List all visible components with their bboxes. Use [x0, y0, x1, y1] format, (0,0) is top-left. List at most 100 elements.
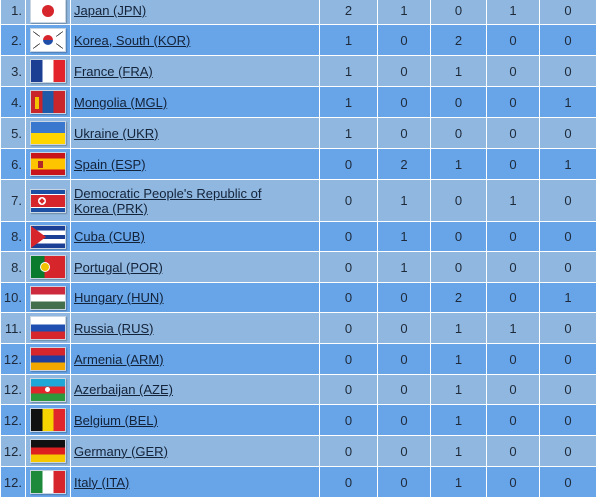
country-cell: Italy (ITA): [71, 467, 320, 498]
country-cell: Armenia (ARM): [71, 344, 320, 375]
portugal-flag-icon: [30, 255, 66, 279]
flag-cell: [26, 467, 71, 498]
country-cell: Portugal (POR): [71, 252, 320, 283]
count-cell: 0: [378, 118, 431, 149]
count-cell: 0: [540, 0, 596, 25]
count-cell: 0: [487, 25, 540, 56]
count-cell: 1: [320, 25, 378, 56]
country-link-por[interactable]: Portugal (POR): [74, 260, 163, 275]
count-cell: 0: [487, 149, 540, 180]
flag-cell: [26, 149, 71, 180]
table-row: 5. Ukraine (UKR) 1 0 0 0 0: [1, 118, 596, 149]
rank-cell: 12.: [1, 436, 26, 467]
count-cell: 0: [378, 344, 431, 375]
hungary-flag-icon: [30, 286, 66, 310]
cuba-flag-icon: [30, 225, 66, 249]
count-cell: 1: [431, 344, 487, 375]
spain-flag-icon: [30, 152, 66, 176]
count-cell: 0: [540, 25, 596, 56]
count-cell: 0: [378, 56, 431, 87]
country-link-prk[interactable]: Democratic People's Republic of Korea (P…: [74, 186, 296, 216]
rank-cell: 8.: [1, 222, 26, 252]
country-link-ger[interactable]: Germany (GER): [74, 444, 168, 459]
count-cell: 1: [431, 436, 487, 467]
count-cell: 0: [320, 313, 378, 344]
count-cell: 1: [431, 56, 487, 87]
count-cell: 0: [431, 252, 487, 283]
count-cell: 0: [487, 222, 540, 252]
country-link-arm[interactable]: Armenia (ARM): [74, 352, 164, 367]
count-cell: 0: [320, 344, 378, 375]
count-cell: 0: [320, 405, 378, 436]
count-cell: 0: [320, 252, 378, 283]
count-cell: 0: [320, 222, 378, 252]
count-cell: 0: [540, 313, 596, 344]
rank-cell: 7.: [1, 180, 26, 222]
count-cell: 0: [540, 436, 596, 467]
country-link-fra[interactable]: France (FRA): [74, 64, 153, 79]
flag-cell: [26, 344, 71, 375]
country-cell: Germany (GER): [71, 436, 320, 467]
country-cell: France (FRA): [71, 56, 320, 87]
france-flag-icon: [30, 59, 66, 83]
country-cell: Azerbaijan (AZE): [71, 375, 320, 405]
count-cell: 0: [540, 467, 596, 498]
count-cell: 2: [378, 149, 431, 180]
italy-flag-icon: [30, 470, 66, 494]
country-link-jpn[interactable]: Japan (JPN): [74, 3, 146, 18]
count-cell: 1: [431, 313, 487, 344]
count-cell: 1: [540, 87, 596, 118]
count-cell: 0: [487, 467, 540, 498]
country-cell: Russia (RUS): [71, 313, 320, 344]
count-cell: 0: [487, 344, 540, 375]
japan-flag-icon: [30, 0, 66, 23]
country-link-hun[interactable]: Hungary (HUN): [74, 290, 164, 305]
table-row: 12. Azerbaijan (AZE) 0 0 1 0 0: [1, 375, 596, 405]
count-cell: 1: [320, 118, 378, 149]
count-cell: 0: [487, 87, 540, 118]
country-link-esp[interactable]: Spain (ESP): [74, 157, 146, 172]
table-row: 2. Korea, South (KOR) 1 0 2 0 0: [1, 25, 596, 56]
count-cell: 2: [431, 283, 487, 313]
country-link-aze[interactable]: Azerbaijan (AZE): [74, 382, 173, 397]
count-cell: 0: [487, 283, 540, 313]
country-link-cub[interactable]: Cuba (CUB): [74, 229, 145, 244]
table-row: 4. Mongolia (MGL) 1 0 0 0 1: [1, 87, 596, 118]
north-korea-flag-icon: [30, 189, 66, 213]
count-cell: 1: [540, 283, 596, 313]
flag-cell: [26, 436, 71, 467]
count-cell: 1: [540, 149, 596, 180]
count-cell: 0: [540, 56, 596, 87]
flag-cell: [26, 405, 71, 436]
flag-cell: [26, 0, 71, 25]
country-link-kor[interactable]: Korea, South (KOR): [74, 33, 190, 48]
germany-flag-icon: [30, 439, 66, 463]
count-cell: 0: [431, 222, 487, 252]
country-link-ukr[interactable]: Ukraine (UKR): [74, 126, 159, 141]
count-cell: 0: [320, 149, 378, 180]
country-link-mgl[interactable]: Mongolia (MGL): [74, 95, 167, 110]
table-row: 7. Democratic People's Republic of Korea…: [1, 180, 596, 222]
count-cell: 1: [378, 0, 431, 25]
rank-cell: 11.: [1, 313, 26, 344]
rank-cell: 1.: [1, 0, 26, 25]
count-cell: 0: [540, 222, 596, 252]
mongolia-flag-icon: [30, 90, 66, 114]
count-cell: 0: [378, 313, 431, 344]
count-cell: 1: [431, 405, 487, 436]
country-link-rus[interactable]: Russia (RUS): [74, 321, 153, 336]
country-cell: Spain (ESP): [71, 149, 320, 180]
rank-cell: 12.: [1, 344, 26, 375]
rank-cell: 5.: [1, 118, 26, 149]
azerbaijan-flag-icon: [30, 378, 66, 402]
country-link-bel[interactable]: Belgium (BEL): [74, 413, 158, 428]
count-cell: 1: [378, 180, 431, 222]
country-cell: Hungary (HUN): [71, 283, 320, 313]
count-cell: 1: [320, 87, 378, 118]
country-link-ita[interactable]: Italy (ITA): [74, 475, 129, 490]
table-row: 3. France (FRA) 1 0 1 0 0: [1, 56, 596, 87]
count-cell: 0: [378, 436, 431, 467]
count-cell: 0: [487, 118, 540, 149]
table-row: 12. Armenia (ARM) 0 0 1 0 0: [1, 344, 596, 375]
count-cell: 0: [320, 467, 378, 498]
